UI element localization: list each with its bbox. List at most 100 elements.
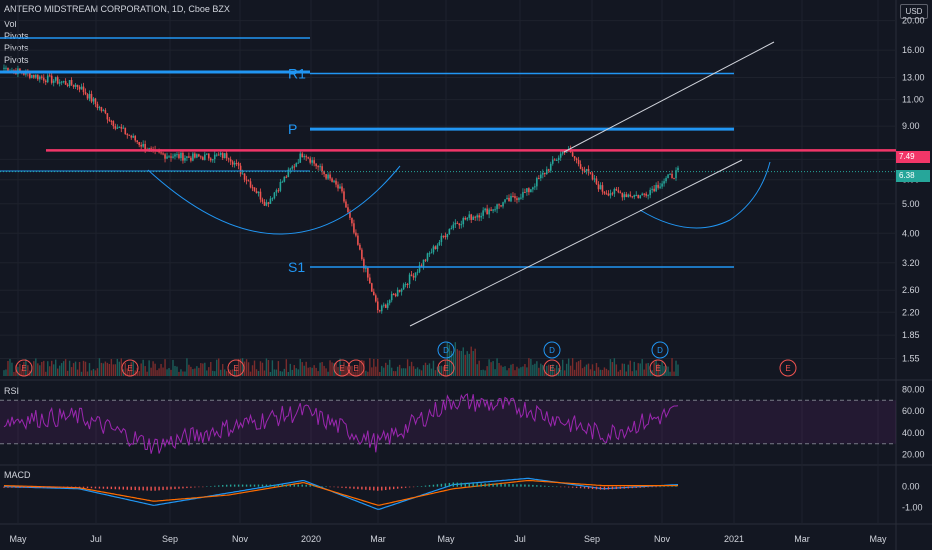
volume-bar — [168, 368, 170, 376]
volume-bar — [389, 359, 391, 376]
candle-body — [42, 77, 45, 81]
volume-bar — [172, 359, 174, 376]
volume-bar — [587, 363, 590, 376]
macd-hist-bar — [305, 484, 307, 487]
candle-body — [484, 208, 486, 211]
candle-body — [217, 154, 220, 156]
volume-bar — [446, 342, 449, 376]
candle-body — [492, 209, 494, 211]
candle-body — [94, 98, 97, 104]
volume-bar — [267, 360, 270, 376]
candle-body — [247, 180, 250, 182]
candle-body — [164, 154, 166, 159]
volume-bar — [478, 360, 480, 376]
macd-hist-bar — [556, 486, 558, 488]
candle-body — [402, 284, 405, 290]
volume-bar — [603, 367, 606, 376]
volume-bar — [639, 363, 641, 376]
volume-bar — [347, 367, 349, 376]
candle-body — [82, 86, 85, 93]
indicator-pivots-3[interactable]: Pivots — [4, 55, 29, 65]
candle-body — [249, 181, 252, 188]
volume-bar — [408, 366, 411, 376]
candle-body — [384, 304, 387, 308]
candle-body — [345, 201, 347, 208]
macd-hist-bar — [277, 484, 280, 487]
macd-hist-bar — [381, 486, 383, 491]
volume-bar — [305, 361, 307, 376]
candle-body — [205, 153, 208, 155]
candle-body — [104, 110, 107, 114]
macd-hist-bar — [297, 484, 299, 487]
macd-hist-bar — [178, 486, 180, 489]
macd-hist-bar — [488, 483, 490, 487]
volume-bar — [365, 370, 367, 376]
volume-bar — [468, 353, 470, 376]
candle-body — [323, 171, 325, 175]
macd-hist-bar — [377, 486, 379, 491]
macd-hist-bar — [639, 486, 641, 488]
volume-bar — [611, 362, 614, 376]
indicator-vol[interactable]: Vol — [4, 19, 17, 29]
macd-hist-bar — [47, 486, 49, 488]
volume-bar — [627, 364, 629, 376]
macd-hist-bar — [508, 484, 510, 487]
volume-bar — [90, 370, 93, 376]
volume-bar — [138, 371, 140, 376]
macd-hist-bar — [23, 486, 25, 488]
candle-body — [309, 158, 311, 163]
volume-bar — [140, 363, 142, 376]
volume-bar — [11, 362, 13, 376]
candle-body — [311, 160, 313, 163]
volume-bar — [504, 366, 506, 376]
indicator-pivots-2[interactable]: Pivots — [4, 43, 29, 53]
volume-bar — [544, 370, 546, 376]
volume-bar — [9, 358, 11, 376]
volume-bar — [154, 363, 156, 376]
volume-bar — [299, 358, 301, 376]
volume-bar — [146, 371, 148, 376]
macd-hist-bar — [512, 484, 514, 487]
candle-body — [480, 215, 482, 218]
candle-body — [317, 166, 319, 168]
volume-bar — [178, 371, 180, 376]
candle-body — [655, 184, 657, 192]
macd-hist-bar — [58, 486, 61, 488]
earnings-marker — [779, 359, 797, 377]
candle-body — [667, 174, 669, 179]
macd-hist-bar — [206, 486, 208, 487]
candle-body — [188, 156, 190, 158]
volume-bar — [56, 368, 59, 376]
currency-button[interactable]: USD — [900, 4, 928, 19]
macd-hist-bar — [39, 486, 41, 488]
volume-bar — [546, 365, 548, 376]
macd-hist-bar — [548, 486, 550, 487]
volume-bar — [394, 371, 397, 376]
volume-bar — [116, 358, 119, 376]
candle-body — [386, 303, 389, 308]
volume-bar — [385, 362, 387, 376]
candle-body — [444, 235, 447, 238]
candle-body — [120, 126, 123, 129]
volume-bar — [39, 365, 41, 376]
macd-hist-bar — [345, 486, 347, 489]
candle-body — [462, 217, 465, 225]
candle-body — [277, 190, 280, 192]
candle-body — [293, 166, 296, 168]
indicator-pivots-1[interactable]: Pivots — [4, 31, 29, 41]
volume-bar — [235, 368, 238, 376]
pivot-level-label: P — [288, 121, 297, 137]
volume-bar — [498, 362, 500, 376]
candle-body — [549, 163, 552, 171]
volume-bar — [100, 362, 103, 376]
candle-body — [245, 179, 248, 181]
volume-bar — [631, 371, 633, 376]
candle-body — [593, 178, 596, 180]
candle-body — [339, 186, 341, 189]
volume-bar — [373, 358, 375, 376]
macd-hist-bar — [269, 484, 272, 487]
volume-bar — [216, 359, 218, 376]
macd-hist-bar — [35, 486, 37, 488]
candle-body — [110, 120, 113, 122]
